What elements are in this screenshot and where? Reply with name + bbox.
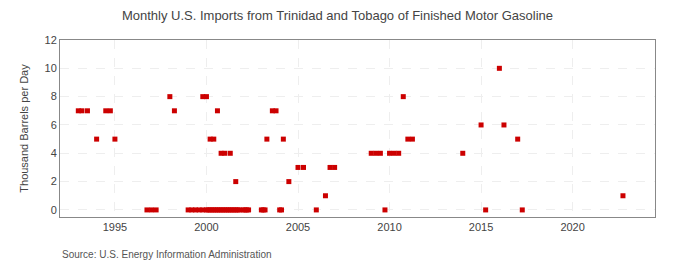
svg-text:2000: 2000 (194, 221, 218, 233)
svg-text:6: 6 (51, 119, 57, 131)
svg-text:Monthly U.S. Imports from Trin: Monthly U.S. Imports from Trinidad and T… (122, 8, 553, 23)
svg-text:4: 4 (51, 147, 57, 159)
svg-text:12: 12 (45, 34, 57, 46)
svg-text:1995: 1995 (103, 221, 127, 233)
svg-text:2010: 2010 (377, 221, 401, 233)
svg-text:Thousand Barrels per Day: Thousand Barrels per Day (18, 64, 30, 193)
svg-text:2020: 2020 (560, 221, 584, 233)
svg-text:10: 10 (45, 62, 57, 74)
svg-text:Source: U.S. Energy Informatio: Source: U.S. Energy Information Administ… (62, 249, 272, 260)
svg-text:8: 8 (51, 90, 57, 102)
svg-text:2015: 2015 (469, 221, 493, 233)
svg-text:2: 2 (51, 175, 57, 187)
svg-text:2005: 2005 (286, 221, 310, 233)
svg-text:0: 0 (51, 204, 57, 216)
